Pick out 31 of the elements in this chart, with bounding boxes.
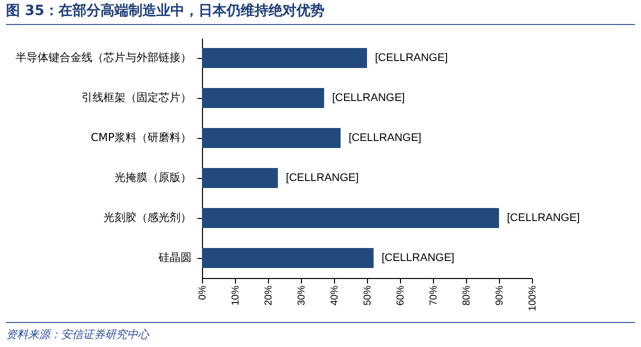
- y-tick-label: 硅晶圆: [158, 251, 192, 264]
- x-tick-label: 30%: [296, 285, 308, 306]
- data-label: [CELLRANGE]: [286, 172, 359, 184]
- bar: [202, 128, 341, 148]
- y-tick-label: 光掩膜（原版）: [114, 171, 192, 184]
- bar: [202, 88, 324, 108]
- x-tick-label: 90%: [494, 285, 506, 306]
- x-tick-label: 0%: [198, 285, 208, 300]
- x-tick-label: 20%: [264, 285, 274, 306]
- bar: [202, 48, 367, 68]
- bar: [202, 248, 374, 268]
- x-tick-label: 70%: [428, 285, 440, 306]
- data-label: [CELLRANGE]: [382, 252, 454, 264]
- y-tick-label: 光刻胶（感光剂）: [104, 211, 192, 224]
- data-label: [CELLRANGE]: [507, 212, 580, 224]
- chart-title: 图 35：在部分高端制造业中，日本仍维持绝对优势: [6, 2, 635, 25]
- y-tick-label: 引线框架（固定芯片）: [82, 91, 192, 104]
- bar: [202, 208, 499, 228]
- data-label: [CELLRANGE]: [375, 52, 448, 64]
- x-tick-label: 80%: [462, 285, 472, 306]
- y-tick-label: 半导体键合金线（芯片与外部链接）: [16, 51, 192, 64]
- x-tick-label: 60%: [396, 285, 406, 306]
- bar: [202, 168, 278, 188]
- x-tick-label: 40%: [330, 285, 340, 306]
- x-tick-label: 10%: [230, 285, 242, 306]
- x-tick-label: 100%: [528, 285, 538, 312]
- data-label: [CELLRANGE]: [332, 92, 405, 104]
- y-tick-label: CMP浆料（研磨料）: [90, 131, 192, 144]
- data-label: [CELLRANGE]: [348, 132, 422, 144]
- x-tick-label: 50%: [362, 285, 374, 306]
- text: 资料来源：安信证券研究中心: [6, 322, 635, 342]
